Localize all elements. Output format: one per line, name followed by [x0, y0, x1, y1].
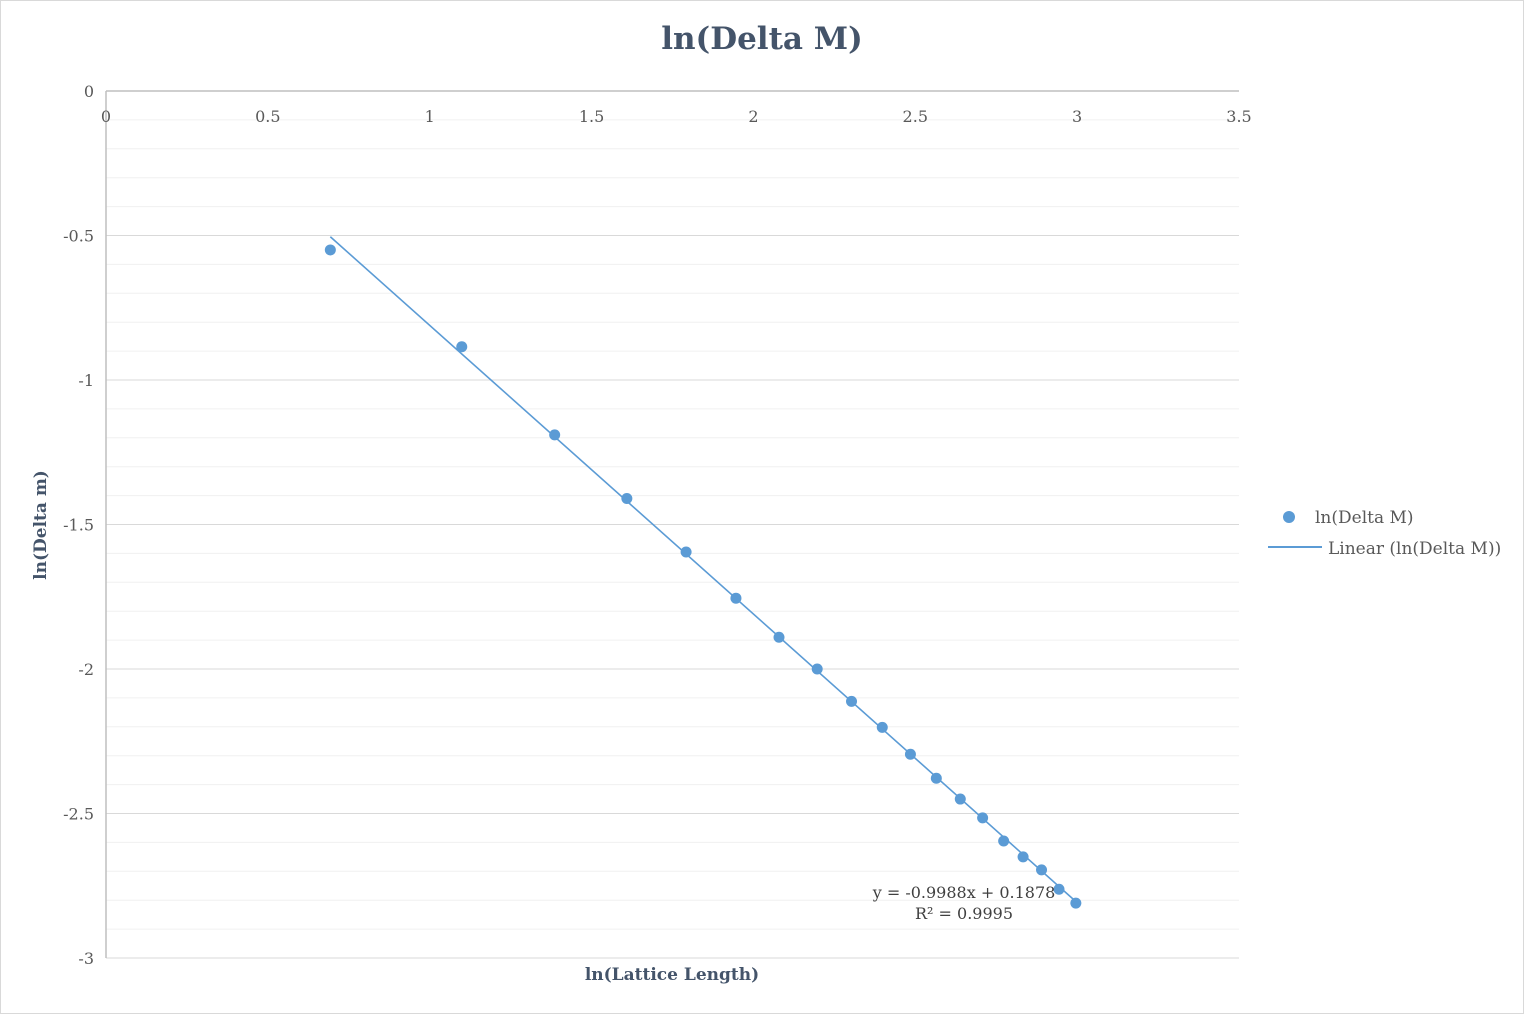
data-point	[904, 748, 916, 760]
y-tick-label: -3	[78, 949, 94, 968]
y-tick-label: -1	[78, 371, 94, 390]
axes	[105, 90, 1239, 958]
data-point	[621, 492, 633, 504]
data-point	[977, 812, 989, 824]
x-tick-label: 0.5	[255, 107, 280, 126]
y-tick-label: -2	[78, 660, 94, 679]
data-points	[324, 244, 1082, 909]
gridlines	[106, 119, 1239, 959]
trendline	[329, 236, 1077, 903]
data-point	[324, 244, 336, 256]
data-point	[954, 793, 966, 805]
legend: ln(Delta M) Linear (ln(Delta M))	[1268, 508, 1501, 559]
x-tick-label: 1	[425, 107, 435, 126]
data-point	[680, 546, 692, 558]
data-point	[1070, 897, 1082, 909]
data-point	[549, 429, 561, 441]
data-point	[456, 341, 468, 353]
y-tick-labels: 0 -0.5 -1 -1.5 -2 -2.5 -3	[63, 82, 94, 968]
y-tick-label: -1.5	[63, 516, 94, 535]
data-point	[998, 835, 1010, 847]
x-tick-label: 2.5	[903, 107, 928, 126]
x-tick-label: 3	[1072, 107, 1082, 126]
trendline-equation: y = -0.9988x + 0.1878	[872, 883, 1056, 902]
data-point	[1036, 864, 1048, 876]
data-point	[876, 721, 888, 733]
data-point	[1053, 883, 1065, 895]
data-point	[730, 592, 742, 604]
data-point	[930, 772, 942, 784]
legend-label-scatter: ln(Delta M)	[1315, 508, 1414, 528]
data-point	[1017, 851, 1029, 863]
x-tick-label: 3.5	[1226, 107, 1251, 126]
y-tick-label: -2.5	[63, 805, 94, 824]
y-axis-title: ln(Delta m)	[31, 470, 51, 580]
data-point	[811, 663, 823, 675]
y-tick-label: -0.5	[63, 227, 94, 246]
chart-title: ln(Delta M)	[661, 21, 863, 57]
x-tick-labels: 0 0.5 1 1.5 2 2.5 3 3.5	[101, 107, 1252, 126]
legend-label-trendline: Linear (ln(Delta M))	[1328, 539, 1501, 559]
data-point	[773, 631, 785, 643]
x-axis-title: ln(Lattice Length)	[585, 965, 759, 985]
x-tick-label: 1.5	[579, 107, 604, 126]
data-point	[846, 695, 858, 707]
x-tick-label: 0	[101, 107, 111, 126]
trendline-r-squared: R² = 0.9995	[915, 904, 1013, 923]
x-tick-label: 2	[748, 107, 758, 126]
legend-marker-scatter	[1283, 511, 1295, 523]
trendline-group	[329, 236, 1077, 903]
y-tick-label: 0	[84, 82, 94, 101]
